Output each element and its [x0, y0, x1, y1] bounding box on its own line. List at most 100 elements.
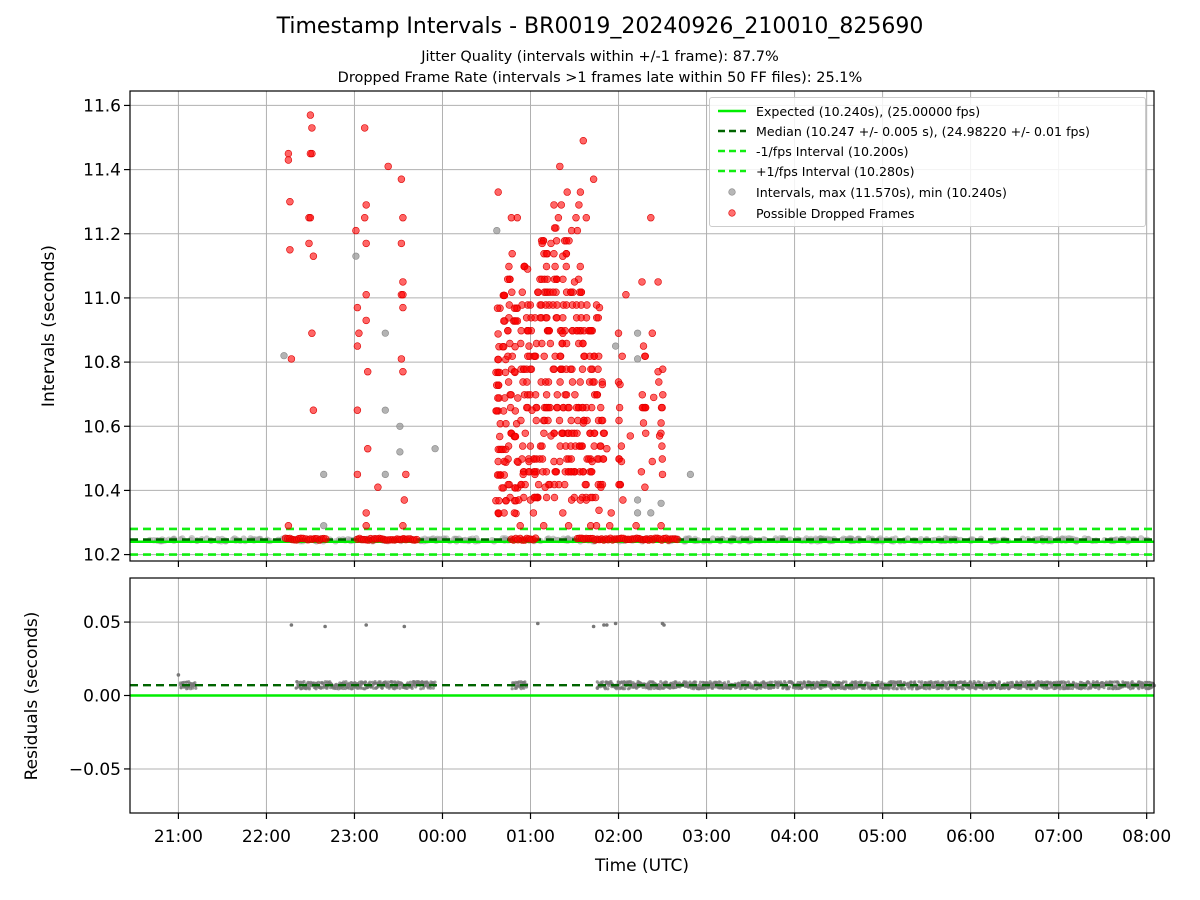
dropped-cluster-point-16 [591, 493, 600, 502]
residual-outlier-9 [613, 621, 618, 626]
dropped-point-108 [622, 291, 630, 299]
residual-point-0 [179, 686, 183, 690]
dropped-cluster-point-9 [553, 391, 561, 399]
dropped-point-114 [641, 483, 649, 491]
dropped-baseline-point-2 [413, 535, 421, 544]
dropped-point-43 [400, 496, 408, 504]
dropped-cluster-point-9 [550, 250, 558, 258]
residual-point-3 [718, 680, 722, 684]
dropped-point-71 [550, 201, 558, 209]
dropped-point-110 [632, 521, 640, 530]
dropped-cluster-point-20 [655, 378, 663, 386]
residual-point-1 [431, 686, 435, 690]
dropped-point-116 [648, 329, 656, 337]
dropped-cluster-point-6 [534, 288, 542, 296]
residual-point-3 [1047, 686, 1051, 690]
dropped-point-18 [355, 329, 363, 337]
dropped-cluster-point-16 [594, 314, 602, 322]
dropped-point-27 [362, 316, 370, 325]
dropped-point-56 [515, 496, 523, 504]
residual-point-1 [344, 680, 348, 684]
dropped-cluster-point-20 [658, 403, 666, 412]
dropped-point-123 [657, 419, 665, 427]
dropped-point-44 [399, 521, 407, 530]
residual-point-3 [876, 680, 880, 684]
dropped-cluster-point-16 [593, 391, 601, 399]
dropped-cluster-point-15 [587, 468, 596, 476]
dropped-point-12 [305, 239, 313, 248]
dropped-baseline-point-1 [322, 535, 330, 543]
dropped-point-5 [284, 521, 293, 530]
intervals-ytick-label-0: 10.2 [83, 546, 121, 566]
residual-point-1 [321, 681, 325, 686]
dropped-cluster-point-8 [543, 314, 551, 322]
dropped-cluster-point-10 [556, 352, 564, 360]
dropped-cluster-point-16 [595, 506, 603, 514]
dropped-point-16 [352, 226, 360, 235]
residual-point-3 [810, 686, 814, 691]
interval-point-4 [381, 329, 389, 337]
dropped-point-84 [570, 278, 579, 286]
interval-point-6 [381, 470, 389, 479]
residual-point-1 [398, 686, 402, 690]
dropped-point-77 [559, 252, 567, 260]
dropped-point-17 [353, 303, 362, 312]
dropped-cluster-point-20 [659, 391, 667, 399]
dropped-cluster-point-0 [494, 381, 503, 389]
dropped-cluster-point-18 [615, 416, 623, 425]
dropped-cluster-point-4 [518, 288, 526, 296]
dropped-cluster-point-5 [523, 378, 531, 386]
residual-point-3 [1035, 686, 1039, 690]
residual-point-3 [620, 680, 624, 684]
dropped-point-117 [648, 457, 656, 466]
residual-point-0 [193, 681, 197, 685]
dropped-point-46 [494, 188, 502, 196]
residual-point-1 [302, 680, 306, 684]
dropped-cluster-point-2 [504, 275, 512, 283]
residual-point-3 [1137, 687, 1141, 691]
dropped-cluster-point-7 [538, 339, 546, 348]
residual-outlier-3 [364, 623, 369, 627]
residual-point-3 [907, 686, 911, 690]
dropped-point-85 [572, 214, 580, 222]
residual-point-3 [841, 680, 846, 684]
dropped-cluster-point-11 [565, 403, 573, 412]
residual-point-0 [191, 686, 195, 690]
intervals-plot-frame [129, 90, 1155, 562]
legend-label-expected: Expected (10.240s), (25.00000 fps) [756, 103, 981, 119]
dropped-cluster-point-8 [544, 416, 552, 425]
dropped-point-15 [309, 406, 318, 414]
intervals-y-ticks: 10.2 10.4 10.6 10.8 11.0 11.2 11.4 11.6 [83, 96, 130, 566]
dropped-point-13 [309, 252, 318, 260]
residual-point-1 [380, 686, 384, 690]
dropped-cluster-point-2 [507, 391, 515, 399]
dropped-cluster-point-1 [499, 407, 508, 415]
dropped-cluster-point-4 [516, 339, 525, 348]
dropped-point-29 [364, 445, 372, 453]
residual-point-3 [840, 684, 844, 688]
dropped-cluster-point-14 [578, 442, 586, 450]
dropped-point-58 [519, 470, 527, 479]
dropped-cluster-point-15 [587, 365, 595, 373]
dropped-cluster-point-16 [590, 352, 598, 360]
interval-baseline-point [188, 535, 195, 542]
residual-point-3 [828, 680, 832, 684]
dropped-cluster-point-4 [518, 442, 527, 450]
dropped-point-25 [362, 239, 370, 248]
residual-point-1 [406, 681, 410, 685]
residual-point-3 [601, 680, 605, 684]
residual-point-3 [850, 680, 854, 684]
residual-point-3 [623, 687, 627, 691]
residual-points [176, 621, 1157, 691]
residual-point-3 [917, 680, 921, 684]
intervals-gray-points [280, 227, 695, 530]
residual-point-3 [867, 681, 871, 685]
residual-point-3 [787, 685, 792, 689]
residual-point-3 [1028, 680, 1032, 685]
dropped-point-65 [531, 470, 539, 479]
dropped-cluster-point-1 [502, 420, 510, 428]
residuals-ytick-label-2: 0.05 [83, 613, 121, 633]
dropped-cluster-point-10 [555, 416, 564, 425]
dropped-point-7 [308, 124, 316, 132]
residual-point-1 [307, 687, 311, 691]
